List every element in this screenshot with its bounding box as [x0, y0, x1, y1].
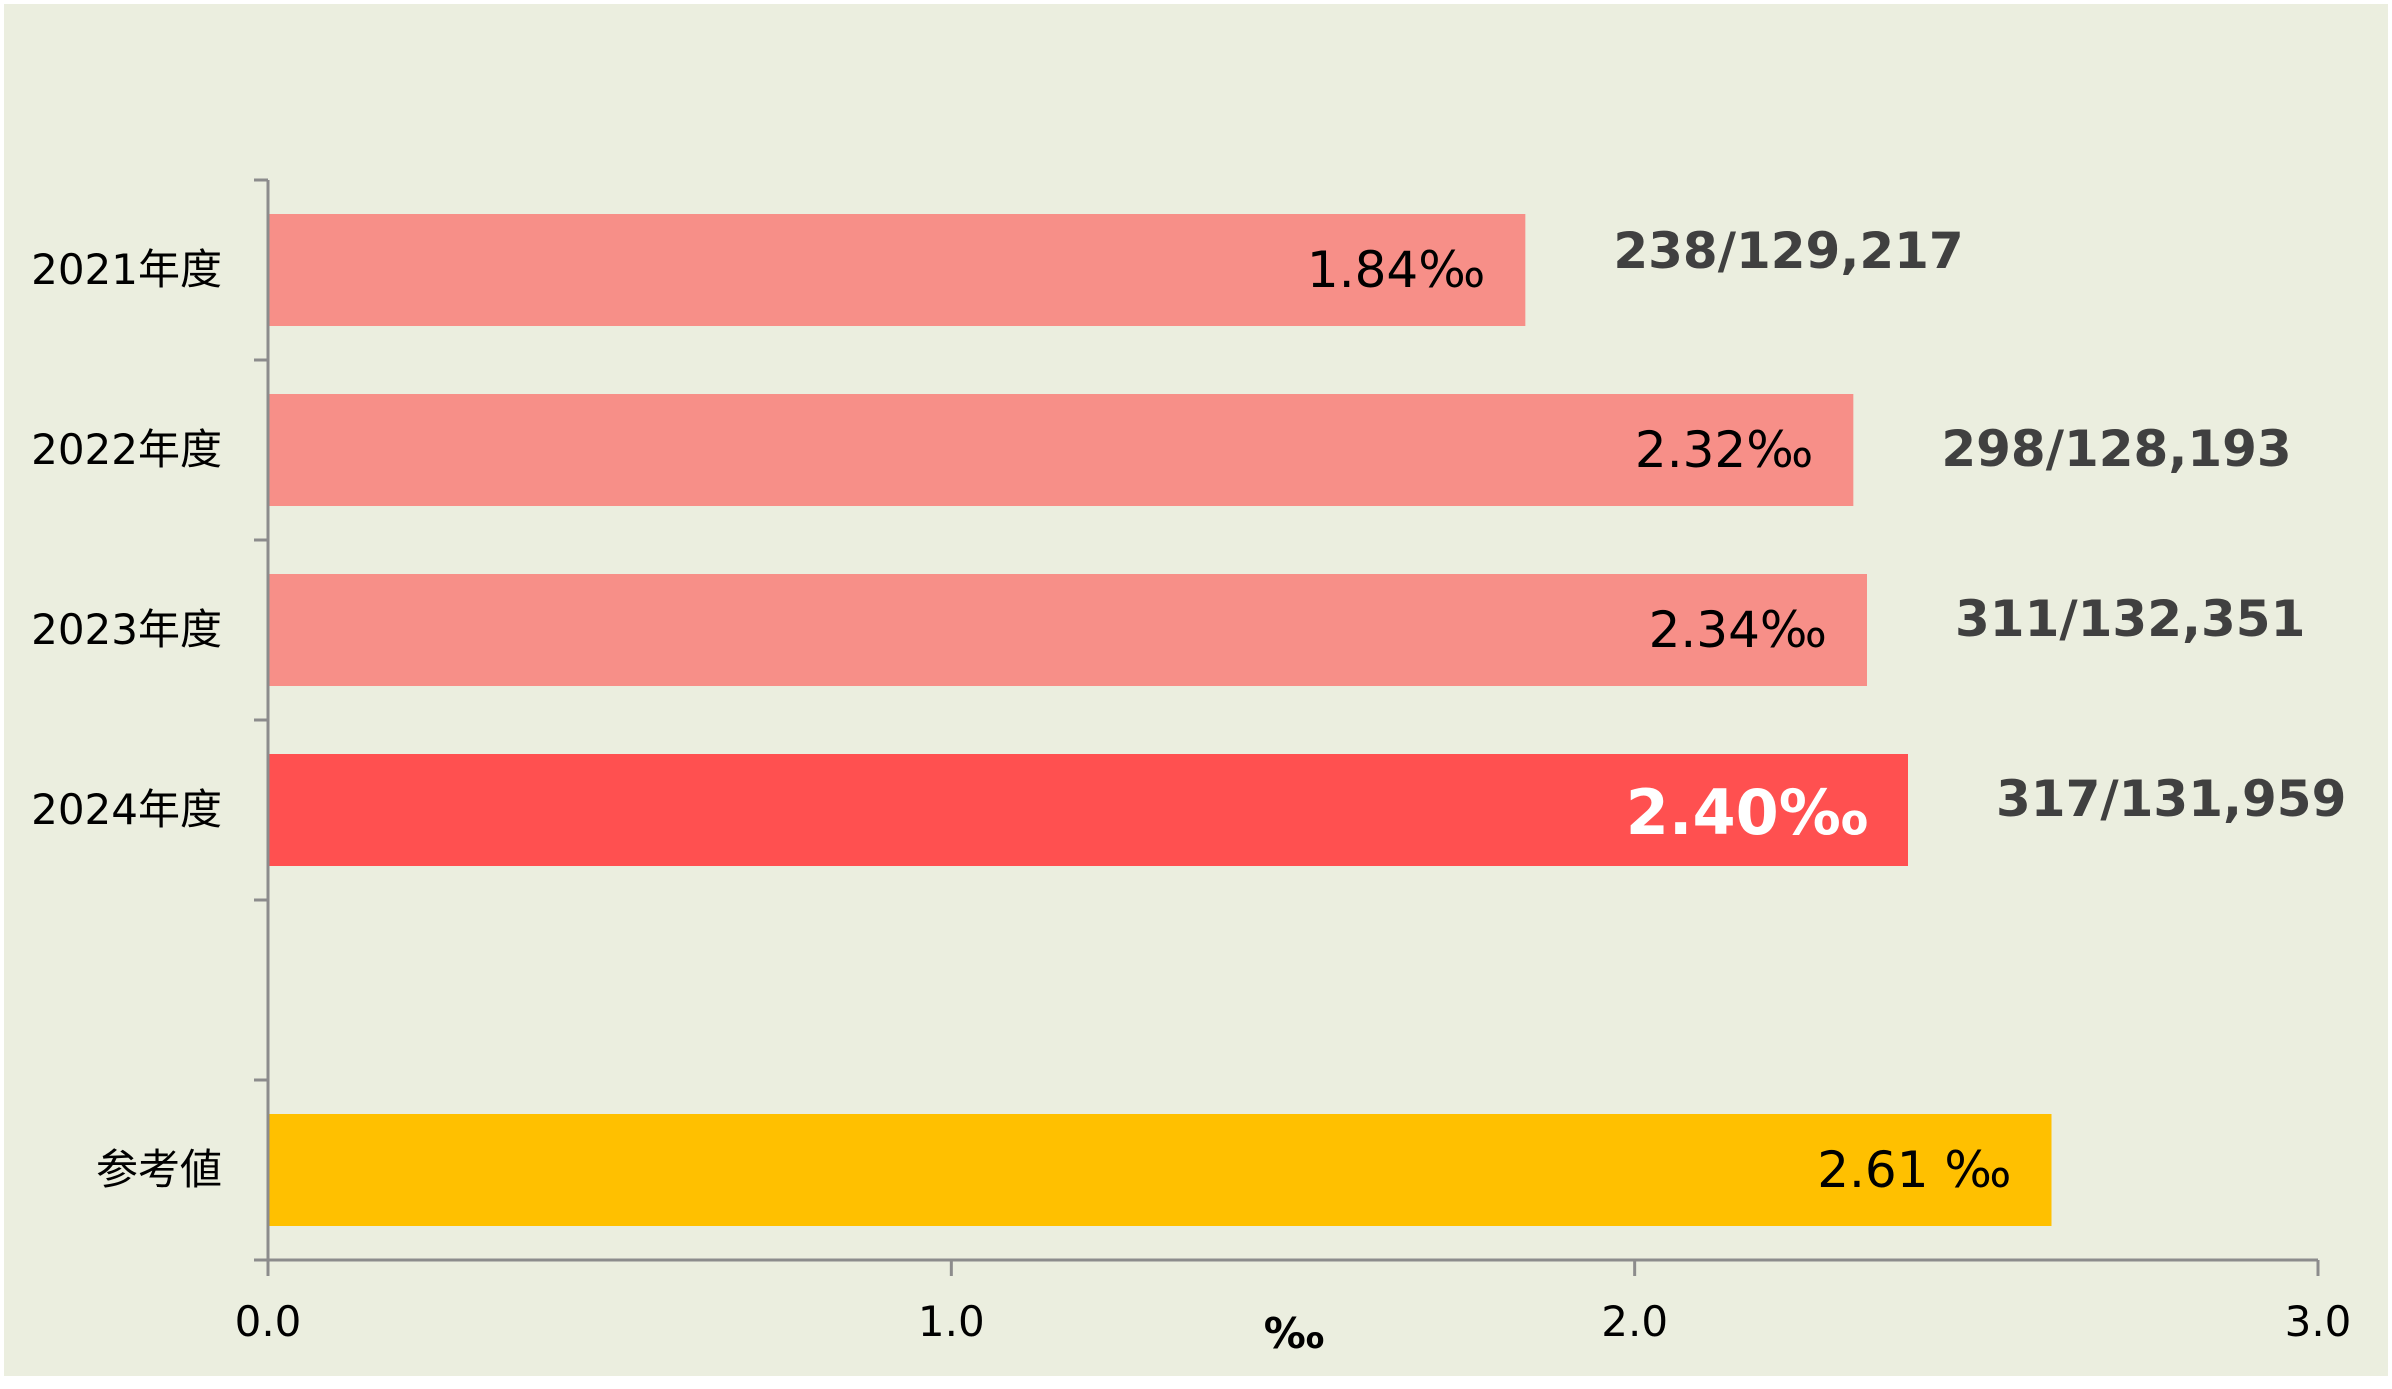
bar	[268, 394, 1854, 506]
x-axis-label: ‰	[1264, 1309, 1324, 1358]
bar	[268, 574, 1867, 686]
value-label: 2.32‰	[1635, 421, 1813, 479]
bar	[268, 754, 1908, 866]
count-annotation: 238/129,217	[1613, 222, 1963, 280]
category-label: 2022年度	[31, 425, 222, 474]
count-annotation: 298/128,193	[1941, 420, 2291, 478]
value-label: 2.40‰	[1626, 776, 1868, 849]
value-label: 2.34‰	[1649, 601, 1827, 659]
x-tick-label: 3.0	[2285, 1297, 2352, 1346]
category-label: 参考値	[96, 1145, 222, 1194]
x-tick-label: 1.0	[918, 1297, 985, 1346]
category-label: 2021年度	[31, 245, 222, 294]
x-tick-label: 2.0	[1601, 1297, 1668, 1346]
category-label: 2023年度	[31, 605, 222, 654]
x-tick-label: 0.0	[235, 1297, 302, 1346]
count-annotation: 317/131,959	[1996, 770, 2346, 828]
value-label: 1.84‰	[1307, 241, 1485, 299]
category-label: 2024年度	[31, 785, 222, 834]
value-label: 2.61 ‰	[1817, 1141, 2011, 1199]
count-annotation: 311/132,351	[1955, 590, 2305, 648]
bar	[268, 1114, 2052, 1226]
bar	[268, 214, 1526, 326]
